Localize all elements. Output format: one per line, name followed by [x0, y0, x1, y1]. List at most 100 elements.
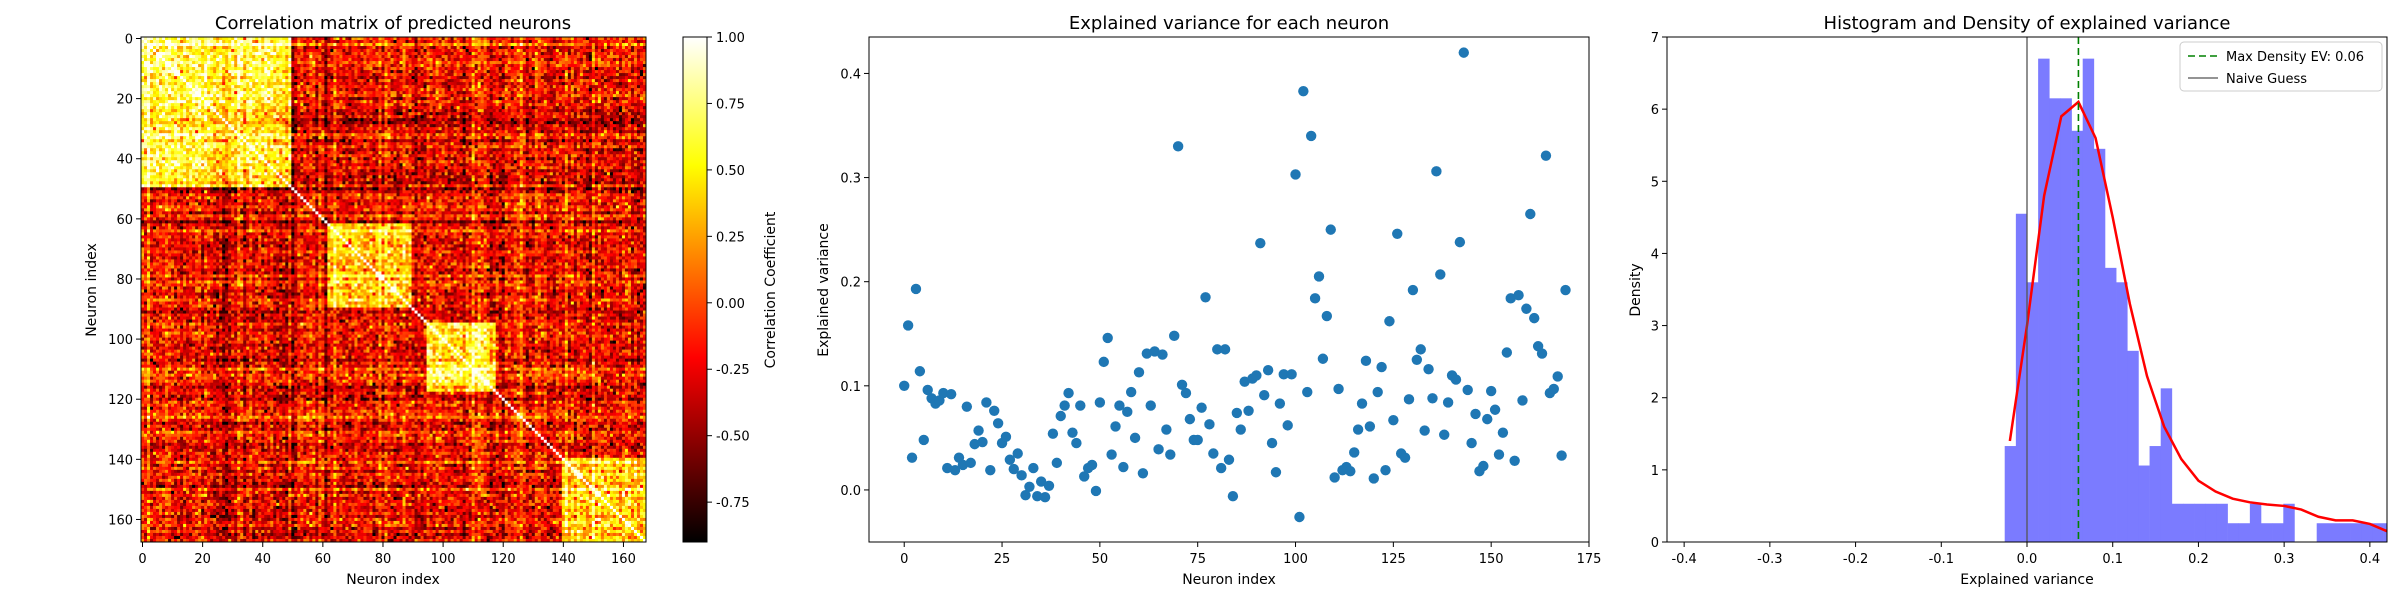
heatmap-cell [375, 70, 379, 74]
heatmap-cell [330, 109, 334, 113]
heatmap-cell [258, 121, 262, 125]
heatmap-cell [588, 64, 593, 68]
heatmap-cell [477, 91, 482, 95]
heatmap-cell [639, 97, 644, 101]
heatmap-cell [627, 109, 632, 113]
heatmap-cell [375, 115, 379, 119]
heatmap-cell [477, 124, 482, 128]
heatmap-cell [486, 67, 491, 71]
heatmap-cell [327, 67, 331, 71]
heatmap-cell [612, 94, 617, 98]
heatmap-cell [531, 67, 536, 71]
heatmap-cell [264, 106, 268, 110]
heatmap-cell [582, 79, 587, 83]
heatmap-cell [255, 82, 259, 86]
heatmap-cell [156, 58, 160, 62]
heatmap-cell [291, 79, 295, 83]
heatmap-cell [600, 64, 605, 68]
heatmap-cell [438, 100, 443, 104]
heatmap-cell [198, 52, 202, 56]
heatmap-cell [633, 118, 638, 122]
heatmap-cell [582, 88, 587, 92]
heatmap-cell [468, 76, 473, 80]
heatmap-cell [426, 55, 431, 59]
heatmap-cell [519, 67, 524, 71]
heatmap-cell [228, 118, 232, 122]
heatmap-cell [567, 121, 572, 125]
heatmap-cell [615, 37, 620, 41]
heatmap-cell [192, 121, 196, 125]
heatmap-cell [246, 40, 250, 44]
heatmap-cell [522, 52, 527, 56]
heatmap-cell [465, 64, 470, 68]
heatmap-cell [339, 61, 343, 65]
heatmap-cell [603, 121, 608, 125]
heatmap-cell [534, 40, 539, 44]
heatmap-cell [204, 76, 208, 80]
heatmap-cell [258, 49, 262, 53]
heatmap-cell [192, 82, 196, 86]
heatmap-cell [249, 52, 253, 56]
heatmap-cell [321, 106, 325, 110]
heatmap-cell [378, 109, 382, 113]
heatmap-cell [633, 61, 638, 65]
heatmap-cell [159, 37, 163, 41]
heatmap-cell [321, 85, 325, 89]
heatmap-cell [633, 109, 638, 113]
heatmap-cell [468, 46, 473, 50]
heatmap-cell [360, 46, 364, 50]
heatmap-cell [363, 106, 367, 110]
heatmap-cell [501, 88, 506, 92]
heatmap-cell [186, 67, 190, 71]
heatmap-cell [285, 49, 289, 53]
heatmap-cell [354, 109, 358, 113]
heatmap-cell [483, 76, 488, 80]
heatmap-cell [444, 112, 449, 116]
heatmap-cell [582, 73, 587, 77]
heatmap-cell [156, 64, 160, 68]
heatmap-cell [426, 76, 431, 80]
heatmap-cell [279, 97, 283, 101]
heatmap-cell [186, 82, 190, 86]
heatmap-cell [468, 97, 473, 101]
heatmap-cell [144, 79, 148, 83]
heatmap-cell [510, 112, 515, 116]
heatmap-cell [414, 100, 418, 104]
heatmap-cell [561, 91, 566, 95]
heatmap-cell [261, 52, 265, 56]
heatmap-cell [288, 43, 292, 47]
heatmap-cell [345, 97, 349, 101]
heatmap-cell [603, 79, 608, 83]
heatmap-cell [369, 46, 373, 50]
heatmap-cell [495, 82, 500, 86]
heatmap-cell [336, 106, 340, 110]
heatmap-cell [204, 85, 208, 89]
heatmap-cell [438, 106, 443, 110]
heatmap-cell [609, 43, 614, 47]
heatmap-cell [591, 52, 596, 56]
heatmap-cell [360, 70, 364, 74]
heatmap-cell [627, 88, 632, 92]
heatmap-cell [594, 79, 599, 83]
heatmap-cell [267, 100, 271, 104]
heatmap-cell [543, 91, 548, 95]
heatmap-cell [564, 55, 569, 59]
heatmap-cell [531, 52, 536, 56]
heatmap-cell [393, 37, 397, 41]
heatmap-cell [507, 106, 512, 110]
heatmap-cell [486, 64, 491, 68]
heatmap-cell [471, 88, 476, 92]
heatmap-cell [402, 109, 406, 113]
heatmap-cell [642, 106, 647, 110]
heatmap-cell [417, 85, 422, 89]
heatmap-cell [366, 109, 370, 113]
heatmap-cell [441, 43, 446, 47]
heatmap-cell [441, 115, 446, 119]
heatmap-cell [198, 37, 202, 41]
heatmap-cell [603, 76, 608, 80]
heatmap-cell [480, 103, 485, 107]
heatmap-cell [333, 58, 337, 62]
heatmap-cell [315, 100, 319, 104]
heatmap-cell [486, 73, 491, 77]
heatmap-cell [420, 49, 425, 53]
